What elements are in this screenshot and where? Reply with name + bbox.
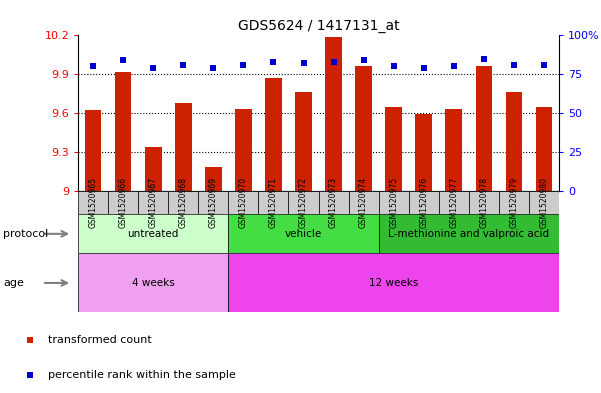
Bar <box>469 191 499 214</box>
Bar <box>85 110 102 191</box>
Bar <box>505 92 522 191</box>
Text: GSM1520970: GSM1520970 <box>239 177 248 228</box>
Bar <box>138 191 168 214</box>
Bar <box>228 191 258 214</box>
Bar <box>228 253 559 312</box>
Point <box>389 63 398 70</box>
Point <box>539 62 549 68</box>
Bar <box>409 191 439 214</box>
Text: GSM1520975: GSM1520975 <box>389 177 398 228</box>
Bar <box>349 191 379 214</box>
Bar <box>265 78 282 191</box>
Text: GSM1520967: GSM1520967 <box>149 177 157 228</box>
Text: untreated: untreated <box>127 229 179 239</box>
Point <box>148 65 158 71</box>
Title: GDS5624 / 1417131_at: GDS5624 / 1417131_at <box>238 19 399 33</box>
Text: GSM1520979: GSM1520979 <box>510 177 518 228</box>
Text: GSM1520974: GSM1520974 <box>359 177 368 228</box>
Point <box>299 60 308 66</box>
Text: GSM1520969: GSM1520969 <box>209 177 218 228</box>
Bar <box>415 114 432 191</box>
Text: 4 weeks: 4 weeks <box>132 278 175 288</box>
Bar <box>379 191 409 214</box>
Point <box>178 62 188 68</box>
Text: protocol: protocol <box>3 229 48 239</box>
Bar <box>168 191 198 214</box>
Point <box>329 59 338 65</box>
Bar <box>385 107 402 191</box>
Bar <box>145 147 162 191</box>
Text: GSM1520980: GSM1520980 <box>540 177 548 228</box>
Bar <box>295 92 312 191</box>
Bar <box>529 191 559 214</box>
Bar <box>235 109 252 191</box>
Bar <box>78 253 228 312</box>
Bar <box>228 214 379 253</box>
Point <box>359 57 368 63</box>
Bar <box>115 72 132 191</box>
Text: GSM1520971: GSM1520971 <box>269 177 278 228</box>
Bar <box>258 191 288 214</box>
Text: GSM1520965: GSM1520965 <box>89 177 97 228</box>
Point <box>118 57 128 63</box>
Point <box>449 63 459 70</box>
Text: age: age <box>3 278 24 288</box>
Bar <box>355 66 372 191</box>
Bar <box>78 214 228 253</box>
Bar <box>108 191 138 214</box>
Bar <box>319 191 349 214</box>
Text: L-methionine and valproic acid: L-methionine and valproic acid <box>388 229 549 239</box>
Text: GSM1520968: GSM1520968 <box>179 177 188 228</box>
Point <box>239 62 248 68</box>
Bar <box>445 109 462 191</box>
Bar <box>475 66 492 191</box>
Point <box>479 55 489 62</box>
Point <box>569 194 579 200</box>
Point <box>88 63 98 70</box>
Bar <box>198 191 228 214</box>
Bar <box>78 191 108 214</box>
Text: 12 weeks: 12 weeks <box>369 278 418 288</box>
Text: GSM1520976: GSM1520976 <box>419 177 428 228</box>
Text: percentile rank within the sample: percentile rank within the sample <box>48 370 236 380</box>
Bar <box>288 191 319 214</box>
Point <box>269 59 278 65</box>
Bar <box>499 191 529 214</box>
Text: GSM1520977: GSM1520977 <box>450 177 458 228</box>
Bar <box>175 103 192 191</box>
Text: GSM1520973: GSM1520973 <box>329 177 338 228</box>
Text: transformed count: transformed count <box>48 335 152 345</box>
Bar <box>205 167 222 191</box>
Text: GSM1520978: GSM1520978 <box>480 177 488 228</box>
Bar <box>325 37 342 191</box>
Point <box>209 65 218 71</box>
Point <box>509 62 519 68</box>
Point <box>419 65 429 71</box>
Bar <box>535 107 552 191</box>
Text: GSM1520972: GSM1520972 <box>299 177 308 228</box>
Bar <box>379 214 559 253</box>
Bar <box>439 191 469 214</box>
Text: GSM1520966: GSM1520966 <box>119 177 127 228</box>
Text: vehicle: vehicle <box>285 229 322 239</box>
